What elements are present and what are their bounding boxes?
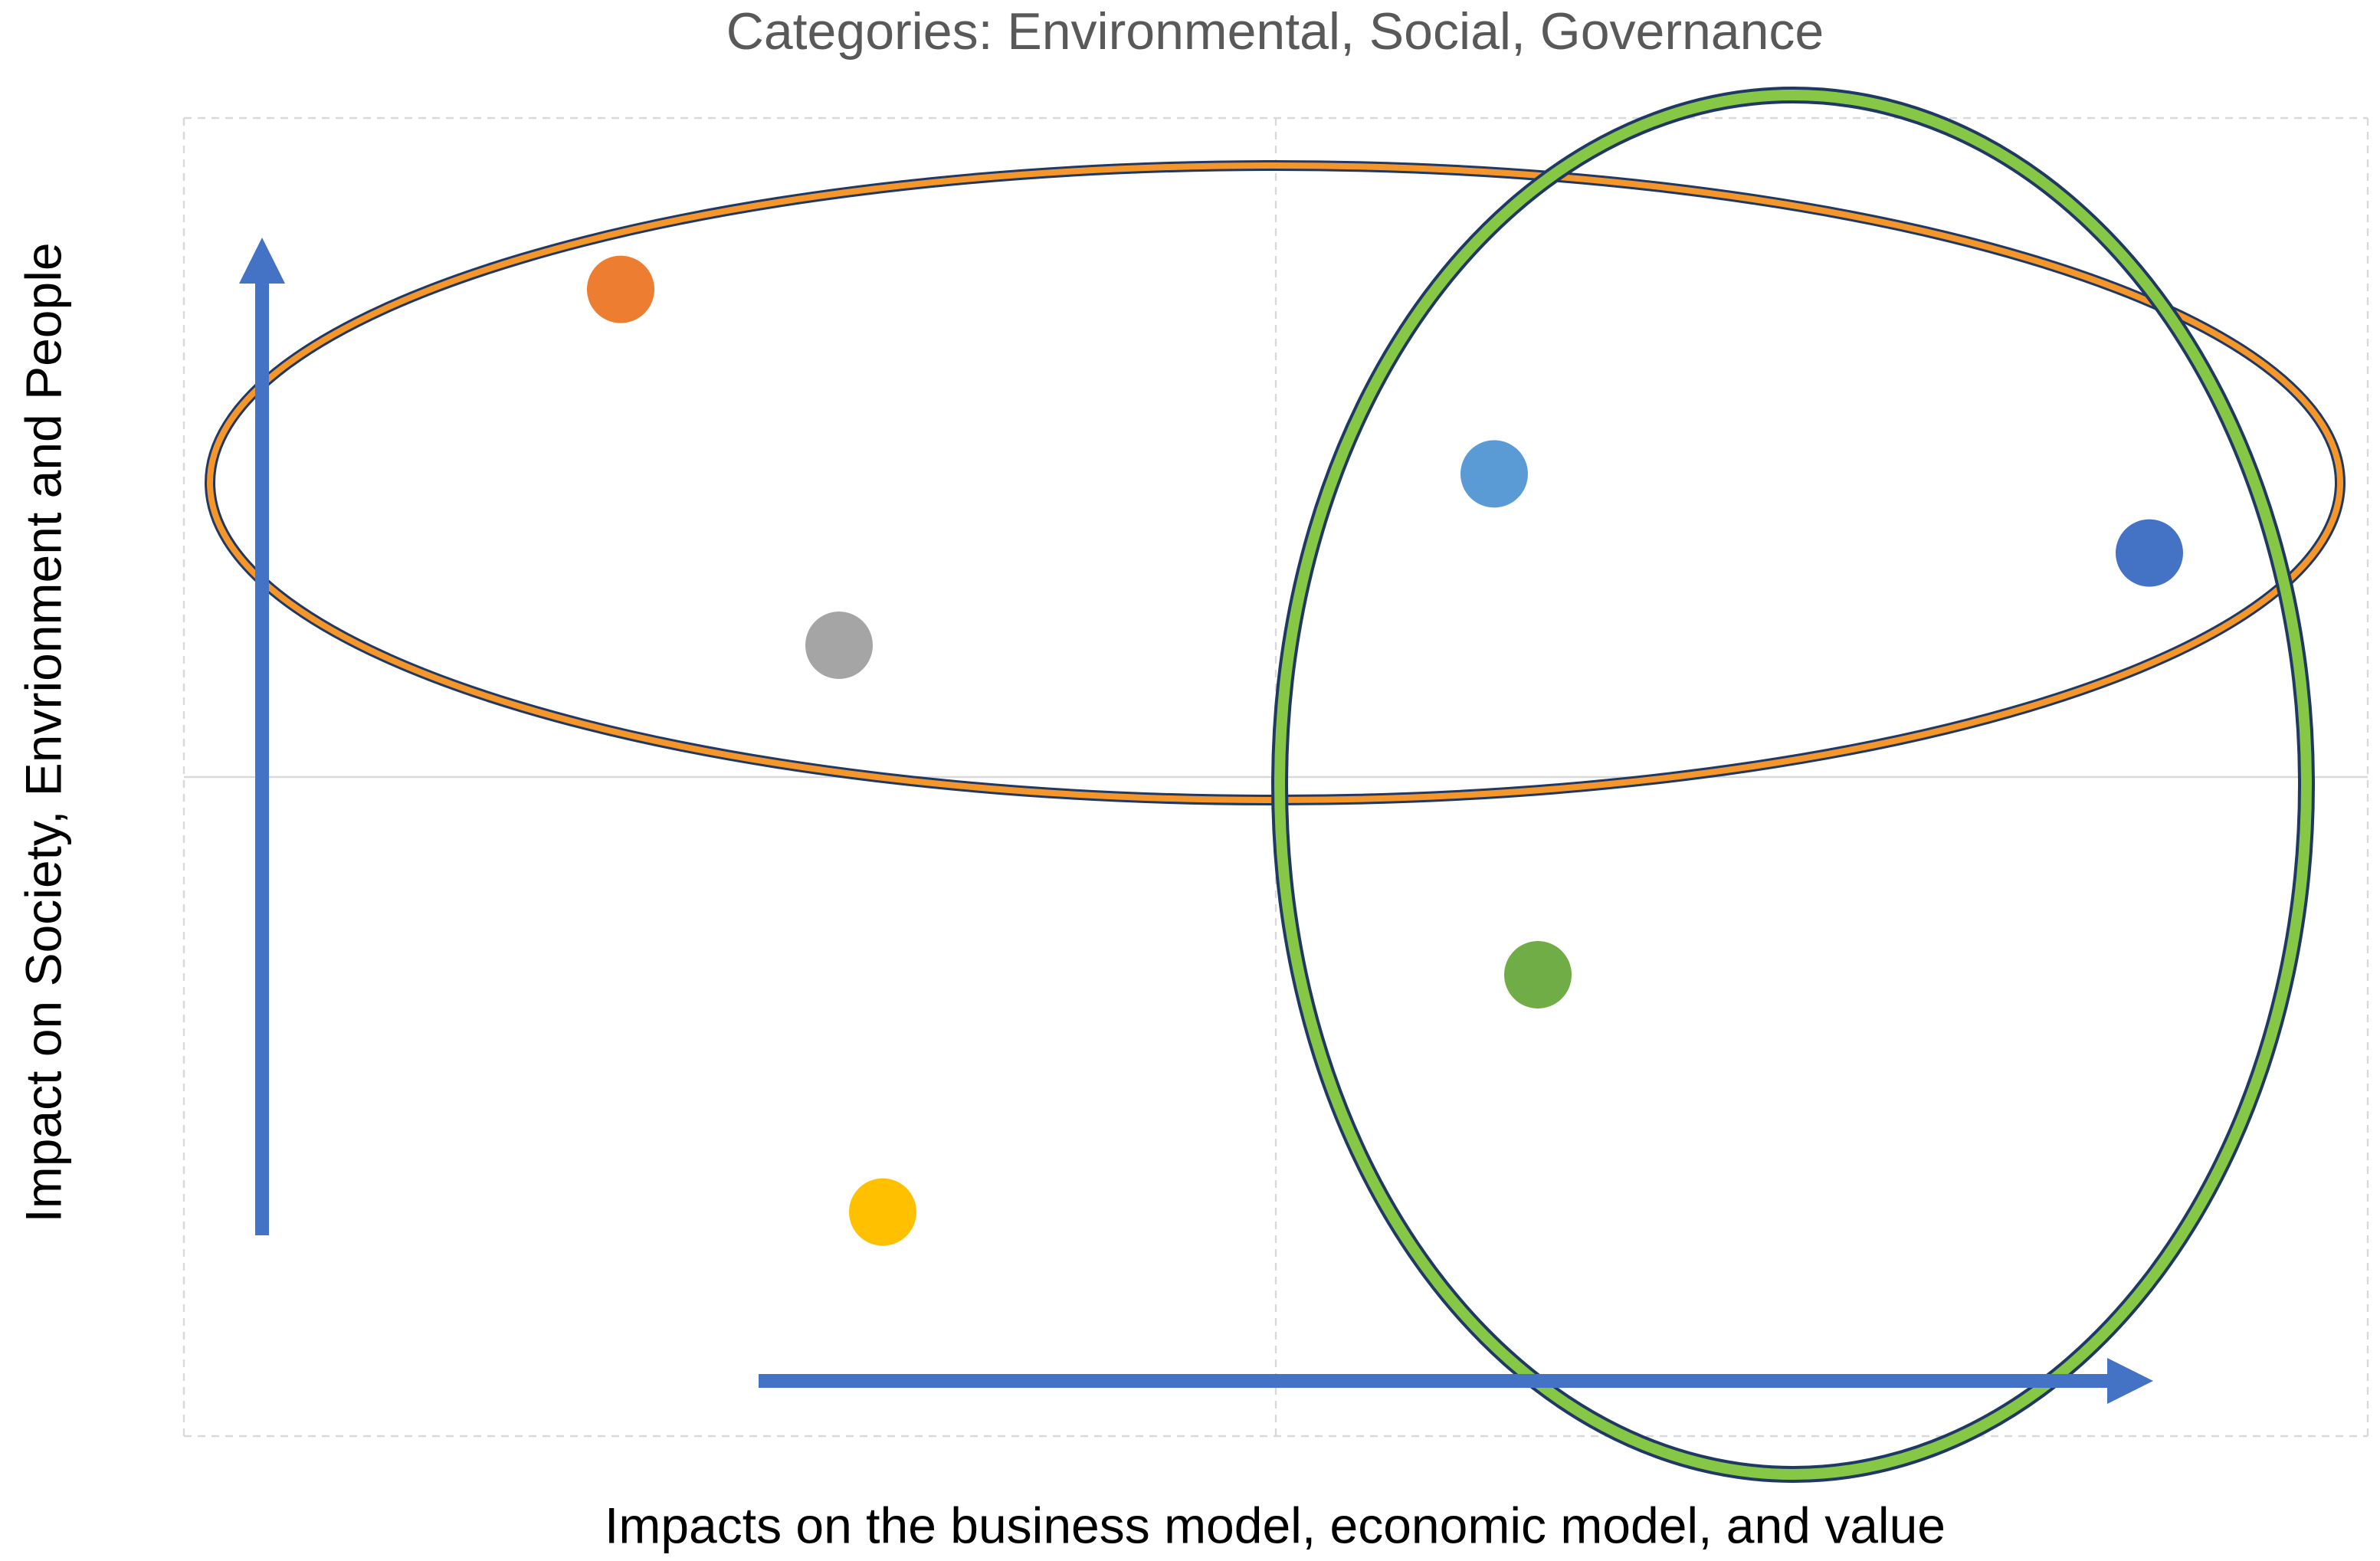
- point: [849, 1178, 916, 1246]
- green-ellipse-outline: [1271, 87, 2315, 1483]
- point: [587, 255, 654, 323]
- y-axis-label: Impact on Society, Envrionment and Peopl…: [15, 242, 71, 1222]
- green-ellipse: [1274, 90, 2312, 1480]
- point: [1460, 440, 1528, 508]
- chart-title: Categories: Environmental, Social, Gover…: [726, 2, 1824, 61]
- y-arrow-head: [239, 238, 285, 284]
- x-arrow-head: [2107, 1358, 2153, 1404]
- annotations: [205, 87, 2346, 1483]
- x-axis-label: Impacts on the business model, economic …: [605, 1497, 1946, 1553]
- point: [1504, 941, 1572, 1008]
- point: [2116, 519, 2183, 587]
- marks: [587, 255, 2183, 1246]
- point: [805, 612, 873, 679]
